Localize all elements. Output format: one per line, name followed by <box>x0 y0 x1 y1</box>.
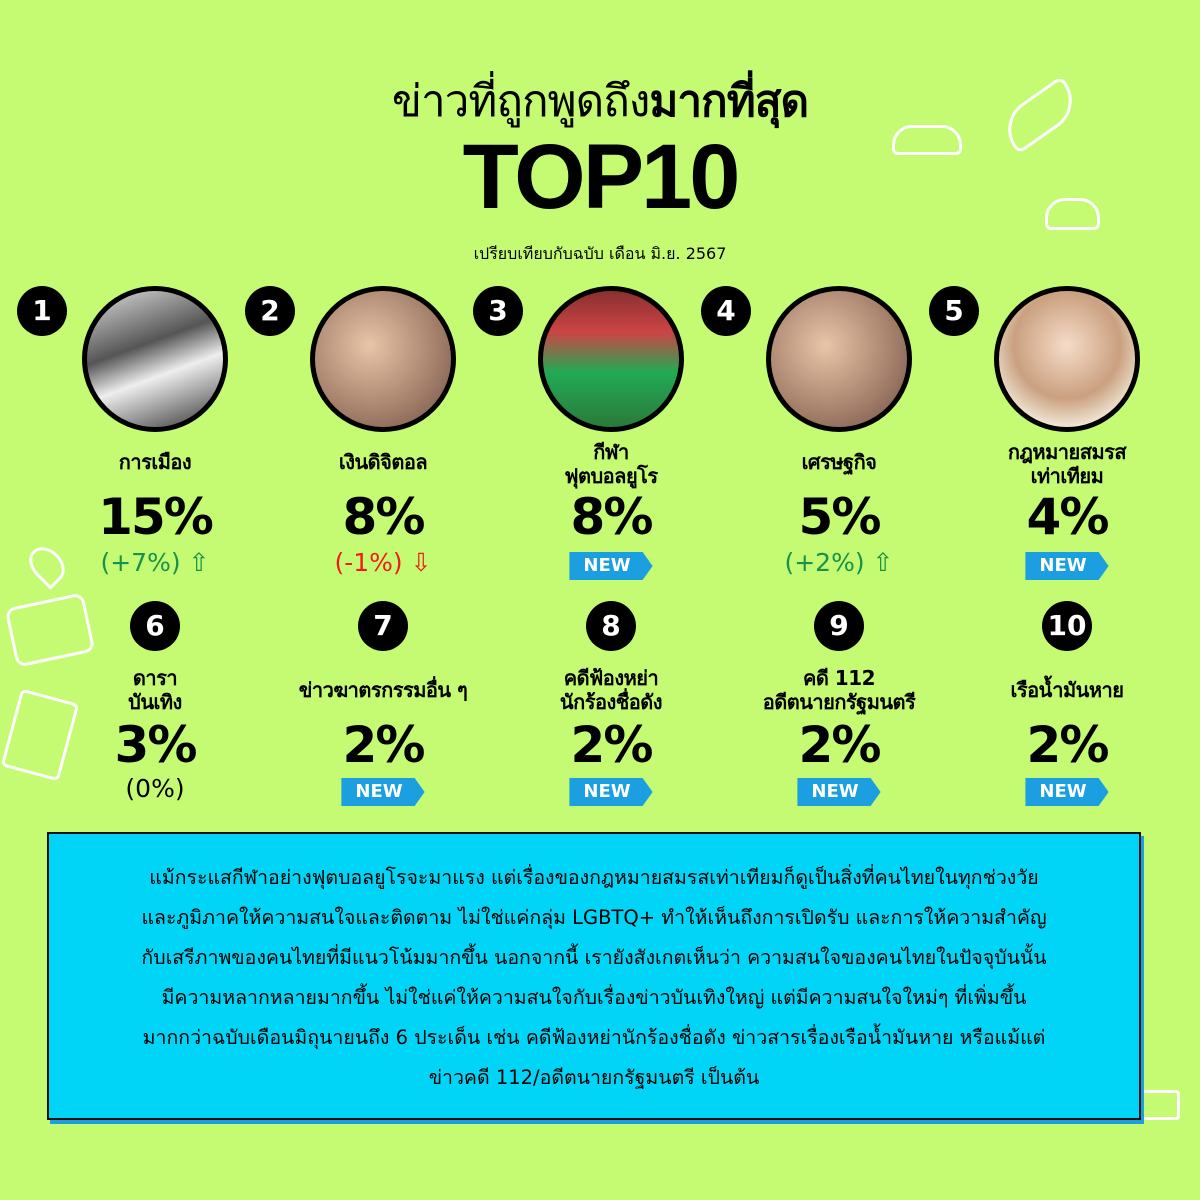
summary-line: มากกว่าฉบับเดือนมิถุนายนถึง 6 ประเด็น เช… <box>142 1026 1046 1049</box>
rank-badge: 2 <box>245 286 295 336</box>
topic-label: เรือน้ำมันหาย <box>953 678 1181 702</box>
label-line: เท่าเทียม <box>1030 464 1104 488</box>
rank-badge: 3 <box>473 286 523 336</box>
cloud-icon <box>1045 198 1100 230</box>
change-value: (+2%) <box>784 548 865 577</box>
label-line: เรือน้ำมันหาย <box>1010 678 1124 702</box>
topic-percent: 2% <box>1026 716 1110 774</box>
rank-badge: 7 <box>358 601 408 651</box>
topic-percent: 3% <box>114 716 198 774</box>
label-line: เศรษฐกิจ <box>801 450 877 474</box>
topic-photo <box>994 286 1140 432</box>
topic-photo <box>538 286 684 432</box>
title: ข่าวที่ถูกพูดถึงมากที่สุด <box>0 66 1200 136</box>
summary-line: ข่าวคดี 112/อดีตนายกรัฐมนตรี เป็นต้น <box>428 1066 760 1089</box>
topic-label: ดารา บันเทิง <box>41 666 269 714</box>
topic-label: การเมือง <box>41 450 269 474</box>
subtitle: เปรียบเทียบกับฉบับ เดือน มิ.ย. 2567 <box>473 244 727 263</box>
arrow-up-icon: ⇧ <box>864 548 894 577</box>
label-line: กฎหมายสมรส <box>1007 440 1127 464</box>
topic-percent: 4% <box>1026 488 1110 546</box>
topic-photo <box>310 286 456 432</box>
label-line: นักร้องชื่อดัง <box>559 690 663 714</box>
change-indicator: (+7%) ⇧ <box>41 548 269 578</box>
summary-box: แม้กระแสกีฬาอย่างฟุตบอลยูโรจะมาแรง แต่เร… <box>47 832 1141 1120</box>
new-badge: NEW <box>569 778 653 806</box>
topic-percent: 2% <box>570 716 654 774</box>
title-regular: ข่าวที่ถูกพูดถึง <box>391 76 650 127</box>
rank-badge: 9 <box>814 601 864 651</box>
new-badge: NEW <box>569 552 653 580</box>
topic-percent: 2% <box>342 716 426 774</box>
new-badge: NEW <box>341 778 425 806</box>
change-indicator: (-1%) ⇩ <box>269 548 497 578</box>
label-line: คดีฟ้องหย่า <box>563 666 659 690</box>
topic-percent: 8% <box>342 488 426 546</box>
topic-photo <box>766 286 912 432</box>
camera-icon <box>4 592 96 668</box>
change-value: (-1%) <box>334 548 403 577</box>
change-indicator: (+2%) ⇧ <box>725 548 953 578</box>
label-line: ฟุตบอลยูโร <box>564 464 658 488</box>
topic-label: ข่าวฆาตรกรรมอื่น ๆ <box>269 678 497 702</box>
label-line: เงินดิจิตอล <box>338 450 428 474</box>
label-line: คดี 112 <box>802 666 876 690</box>
topic-photo <box>82 286 228 432</box>
change-value: (0%) <box>125 774 185 803</box>
arrow-down-icon: ⇩ <box>402 548 432 577</box>
title-bold: มากที่สุด <box>649 76 809 127</box>
label-line: ข่าวฆาตรกรรมอื่น ๆ <box>298 678 468 702</box>
rank-badge: 10 <box>1042 601 1092 651</box>
rank-badge: 8 <box>586 601 636 651</box>
rank-badge: 1 <box>17 286 67 336</box>
summary-line: และภูมิภาคให้ความสนใจและติดตาม ไม่ใช่แค่… <box>141 906 1047 929</box>
summary-line: มีความหลากหลายมากขึ้น ไม่ใช่แค่ให้ความสน… <box>161 986 1027 1009</box>
label-line: กีฬา <box>593 440 629 464</box>
topic-percent: 5% <box>798 488 882 546</box>
cloud-icon <box>892 125 962 155</box>
change-value: (+7%) <box>100 548 181 577</box>
label-line: อดีตนายกรัฐมนตรี <box>762 690 916 714</box>
new-badge: NEW <box>1025 552 1109 580</box>
headline: TOP10 <box>462 126 741 228</box>
topic-label: คดีฟ้องหย่า นักร้องชื่อดัง <box>497 666 725 714</box>
topic-label: เศรษฐกิจ <box>725 450 953 474</box>
summary-line: แม้กระแสกีฬาอย่างฟุตบอลยูโรจะมาแรง แต่เร… <box>149 866 1039 889</box>
topic-percent: 15% <box>98 488 214 546</box>
topic-label: กฎหมายสมรส เท่าเทียม <box>953 440 1181 488</box>
change-indicator: (0%) <box>41 774 269 804</box>
topic-percent: 2% <box>798 716 882 774</box>
topic-label: คดี 112 อดีตนายกรัฐมนตรี <box>725 666 953 714</box>
summary-line: กับเสรีภาพของคนไทยที่มีแนวโน้มมากขึ้น นอ… <box>141 946 1047 969</box>
topic-percent: 8% <box>570 488 654 546</box>
new-badge: NEW <box>1025 778 1109 806</box>
topic-label: เงินดิจิตอล <box>269 450 497 474</box>
topic-label: กีฬา ฟุตบอลยูโร <box>497 440 725 488</box>
label-line: ดารา <box>132 666 178 690</box>
new-badge: NEW <box>797 778 881 806</box>
rank-badge: 6 <box>130 601 180 651</box>
arrow-up-icon: ⇧ <box>180 548 210 577</box>
label-line: บันเทิง <box>128 690 182 714</box>
label-line: การเมือง <box>118 450 192 474</box>
rank-badge: 4 <box>701 286 751 336</box>
rank-badge: 5 <box>929 286 979 336</box>
